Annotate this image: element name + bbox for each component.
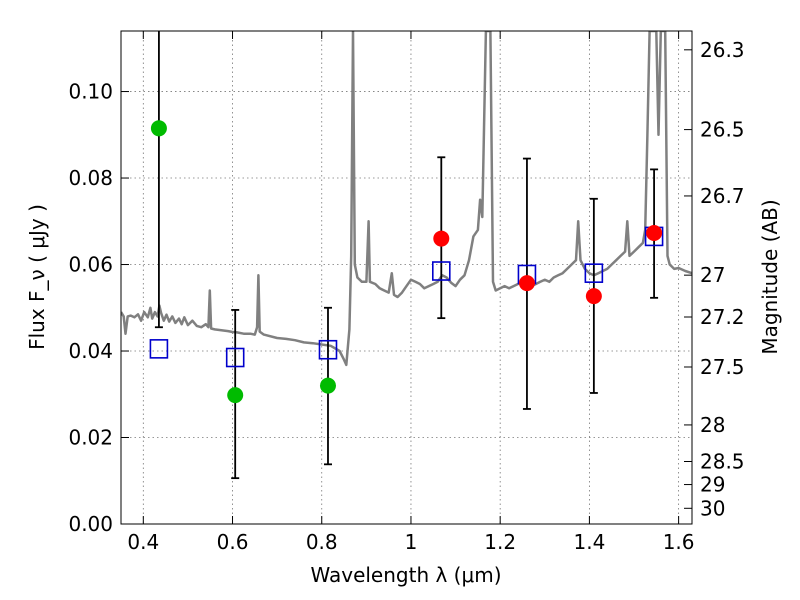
- y-axis-label: Flux F_ν ( μJy ): [25, 204, 49, 350]
- y-tick-label: 0.06: [68, 253, 113, 277]
- x-tick-label: 0.6: [217, 530, 249, 554]
- x-axis-label: Wavelength λ (μm): [310, 563, 501, 587]
- magnitude-tick-label: 29: [700, 473, 725, 497]
- model-spectrum: [121, 31, 692, 367]
- x-tick-label: 1.4: [573, 530, 605, 554]
- red-flux-point: [646, 224, 663, 241]
- model-spectrum-line: [121, 31, 692, 367]
- magnitude-tick-label: 26.3: [700, 38, 745, 62]
- grid-lines: [121, 31, 692, 525]
- red-flux-point: [585, 288, 602, 305]
- model-flux-square: [225, 347, 245, 368]
- x-tick-label: 0.4: [127, 530, 159, 554]
- plot-frame: [120, 30, 693, 525]
- model-flux-square: [318, 339, 338, 360]
- magnitude-tick-label: 26.5: [700, 118, 745, 142]
- magnitude-tick-label: 26.7: [700, 184, 745, 208]
- x-axis-ticks: 0.4 0.6 0.8 1 1.2 1.4 1.6: [127, 31, 695, 554]
- red-flux-point: [518, 275, 535, 292]
- y-tick-label: 0.02: [68, 426, 113, 450]
- model-flux-square: [149, 339, 169, 359]
- red-flux-point: [433, 230, 450, 247]
- model-flux-square: [584, 263, 604, 283]
- model-flux-square: [431, 261, 451, 281]
- y-tick-label: 0.10: [68, 80, 113, 104]
- x-tick-label: 1: [405, 530, 418, 554]
- magnitude-tick-label: 28: [700, 413, 725, 437]
- y-axis-ticks: 0.00 0.02 0.04 0.06 0.08 0.10: [68, 80, 129, 536]
- x-tick-label: 1.2: [484, 530, 516, 554]
- green-flux-point: [227, 387, 244, 404]
- green-flux-point: [150, 120, 167, 137]
- y-tick-label: 0.00: [68, 512, 113, 536]
- magnitude-tick-label: 27.2: [700, 305, 745, 329]
- y-tick-label: 0.08: [68, 166, 113, 190]
- magnitude-tick-label: 27.5: [700, 355, 745, 379]
- x-tick-label: 1.6: [663, 530, 695, 554]
- observed-flux-markers: [150, 120, 663, 404]
- x-tick-label: 0.8: [306, 530, 338, 554]
- magnitude-tick-label: 28.5: [700, 449, 745, 473]
- magnitude-tick-label: 27: [700, 263, 725, 287]
- y-tick-label: 0.04: [68, 339, 113, 363]
- magnitude-axis-label: Magnitude (AB): [758, 199, 782, 354]
- green-flux-point: [319, 377, 336, 394]
- magnitude-tick-label: 30: [700, 496, 725, 520]
